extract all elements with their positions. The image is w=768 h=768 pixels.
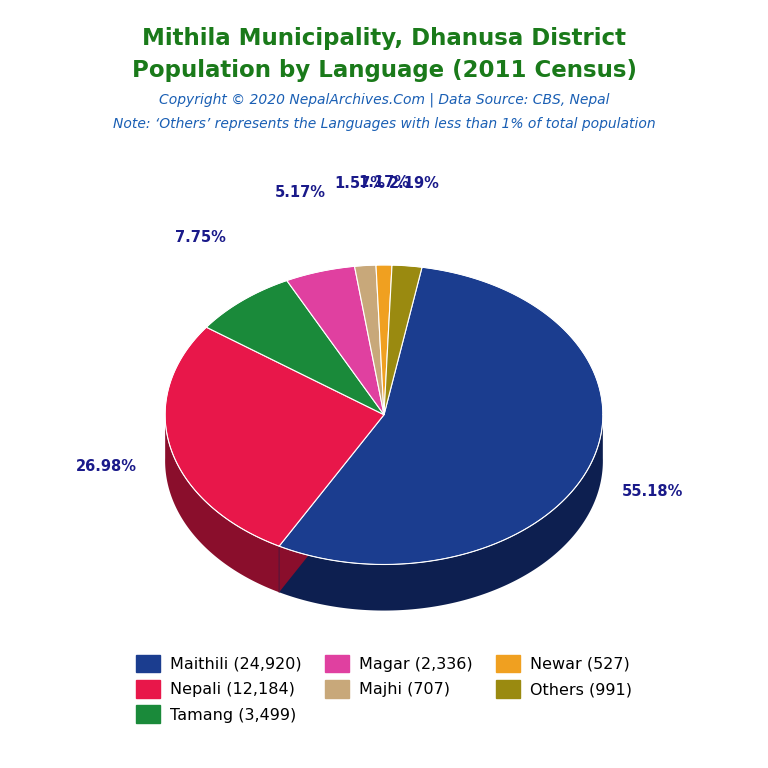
Polygon shape — [286, 266, 384, 415]
Polygon shape — [384, 265, 422, 415]
Text: Note: ‘Others’ represents the Languages with less than 1% of total population: Note: ‘Others’ represents the Languages … — [113, 117, 655, 131]
Polygon shape — [165, 412, 279, 592]
Text: 1.57%: 1.57% — [334, 176, 385, 191]
Legend: Maithili (24,920), Nepali (12,184), Tamang (3,499), Magar (2,336), Majhi (707), : Maithili (24,920), Nepali (12,184), Tama… — [130, 648, 638, 730]
Polygon shape — [279, 267, 603, 564]
Polygon shape — [279, 412, 603, 611]
Polygon shape — [279, 415, 384, 592]
Polygon shape — [165, 327, 384, 546]
Polygon shape — [376, 265, 392, 415]
Text: 7.75%: 7.75% — [174, 230, 225, 245]
Polygon shape — [207, 280, 384, 415]
Text: 55.18%: 55.18% — [622, 484, 684, 499]
Polygon shape — [355, 265, 384, 415]
Text: Mithila Municipality, Dhanusa District: Mithila Municipality, Dhanusa District — [142, 27, 626, 50]
Text: 1.17%: 1.17% — [359, 175, 409, 190]
Text: Copyright © 2020 NepalArchives.Com | Data Source: CBS, Nepal: Copyright © 2020 NepalArchives.Com | Dat… — [159, 92, 609, 107]
Text: 26.98%: 26.98% — [76, 458, 137, 474]
Text: 5.17%: 5.17% — [275, 185, 326, 200]
Text: Population by Language (2011 Census): Population by Language (2011 Census) — [131, 59, 637, 82]
Text: 2.19%: 2.19% — [389, 177, 439, 191]
Polygon shape — [279, 415, 384, 592]
